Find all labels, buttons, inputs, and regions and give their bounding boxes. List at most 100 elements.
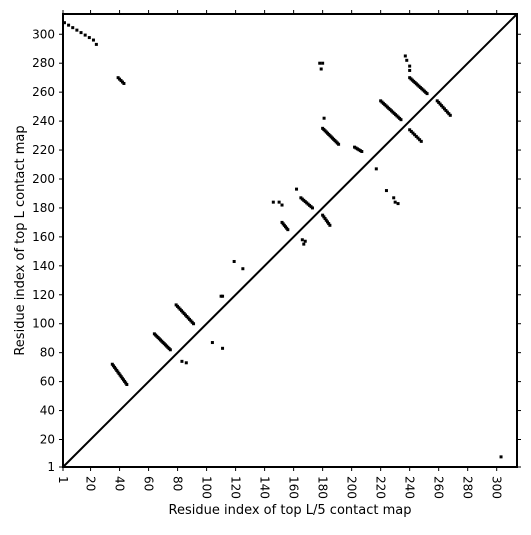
x-tick-label: 80 (171, 476, 185, 491)
contact-point (321, 213, 325, 217)
x-tick-label: 1 (56, 476, 70, 484)
contact-point (445, 110, 449, 114)
x-tick-label: 120 (229, 476, 243, 499)
contact-point (318, 61, 322, 65)
x-tick-label: 60 (142, 476, 156, 491)
contact-point (75, 28, 79, 32)
contact-point (408, 64, 412, 68)
contact-point (437, 100, 441, 104)
plot-frame (62, 13, 518, 468)
contact-point (113, 365, 117, 369)
contact-point (180, 359, 184, 363)
x-tick-label: 200 (345, 476, 359, 499)
contact-point (414, 134, 418, 138)
contact-point (310, 206, 314, 210)
contact-point (405, 58, 409, 62)
y-tick-label: 60 (40, 375, 55, 389)
x-tick-label: 160 (287, 476, 301, 499)
x-tick-label: 100 (200, 476, 214, 499)
contact-point (425, 92, 429, 96)
y-tick-label: 80 (40, 346, 55, 360)
contact-point (325, 220, 329, 224)
y-tick-label: 140 (32, 259, 55, 273)
contact-point (323, 217, 327, 221)
contact-point (303, 239, 307, 243)
contact-point (328, 223, 332, 227)
marks-layer (62, 21, 503, 459)
contact-point (123, 379, 127, 383)
y-tick-label: 120 (32, 288, 55, 302)
contact-point (416, 136, 420, 140)
contact-point (435, 99, 439, 103)
contact-point (419, 139, 423, 143)
contact-point (403, 54, 407, 58)
contact-point (67, 23, 71, 27)
y-axis-ticks: 1204060801001201401601802002202402602803… (32, 27, 521, 474)
contact-point (413, 133, 417, 137)
contact-point (192, 322, 196, 326)
contact-point (448, 113, 452, 117)
diagonal-layer (62, 13, 518, 468)
contact-point (440, 104, 444, 108)
x-tick-label: 40 (113, 476, 127, 491)
contact-point (241, 267, 245, 271)
contact-point (392, 196, 396, 200)
x-tick-label: 20 (84, 476, 98, 491)
contact-point (360, 149, 364, 153)
y-tick-label: 40 (40, 404, 55, 418)
contact-point (168, 348, 172, 352)
contact-point (302, 242, 306, 246)
contact-point (442, 107, 446, 111)
contact-point (319, 67, 323, 71)
contact-point (114, 367, 118, 371)
contact-point (79, 31, 83, 35)
y-tick-label: 100 (32, 317, 55, 331)
contact-point (111, 364, 115, 368)
contact-point (125, 383, 129, 387)
contact-point (327, 222, 331, 226)
contact-point (441, 105, 445, 109)
contact-point (300, 238, 304, 242)
contact-point (324, 218, 328, 222)
contact-point (399, 118, 403, 122)
contact-point (116, 370, 120, 374)
y-tick-label: 180 (32, 201, 55, 215)
y-tick-label: 200 (32, 172, 55, 186)
x-axis-label: Residue index of top L/5 contact map (169, 503, 412, 518)
contact-point (118, 373, 122, 377)
contact-point (124, 381, 128, 385)
contact-point (83, 33, 87, 37)
y-tick-label: 300 (32, 27, 55, 41)
y-axis-label: Residue index of top L contact map (13, 125, 28, 355)
contact-point (444, 108, 448, 112)
contact-point (409, 129, 413, 133)
y-tick-label: 20 (40, 433, 55, 447)
contact-point (396, 202, 400, 206)
contact-point (115, 368, 119, 372)
x-tick-label: 240 (403, 476, 417, 499)
contact-point (337, 142, 341, 146)
contact-point (438, 102, 442, 106)
x-tick-label: 260 (432, 476, 446, 499)
contact-point (408, 128, 412, 132)
contact-point (408, 68, 412, 72)
contact-point (499, 455, 503, 459)
x-tick-label: 220 (374, 476, 388, 499)
contact-point (94, 42, 98, 46)
contact-point (221, 294, 225, 298)
y-tick-label: 260 (32, 85, 55, 99)
contact-point (87, 36, 91, 40)
contact-point (280, 203, 284, 207)
contact-point (322, 215, 326, 219)
contact-point (271, 200, 275, 204)
contact-point (322, 116, 326, 120)
contact-point (62, 21, 66, 25)
contact-point (393, 200, 397, 204)
contact-point (232, 259, 236, 263)
diagonal-line (62, 13, 518, 468)
contact-point (277, 200, 281, 204)
contact-point (321, 61, 325, 65)
contact-point (91, 38, 95, 42)
